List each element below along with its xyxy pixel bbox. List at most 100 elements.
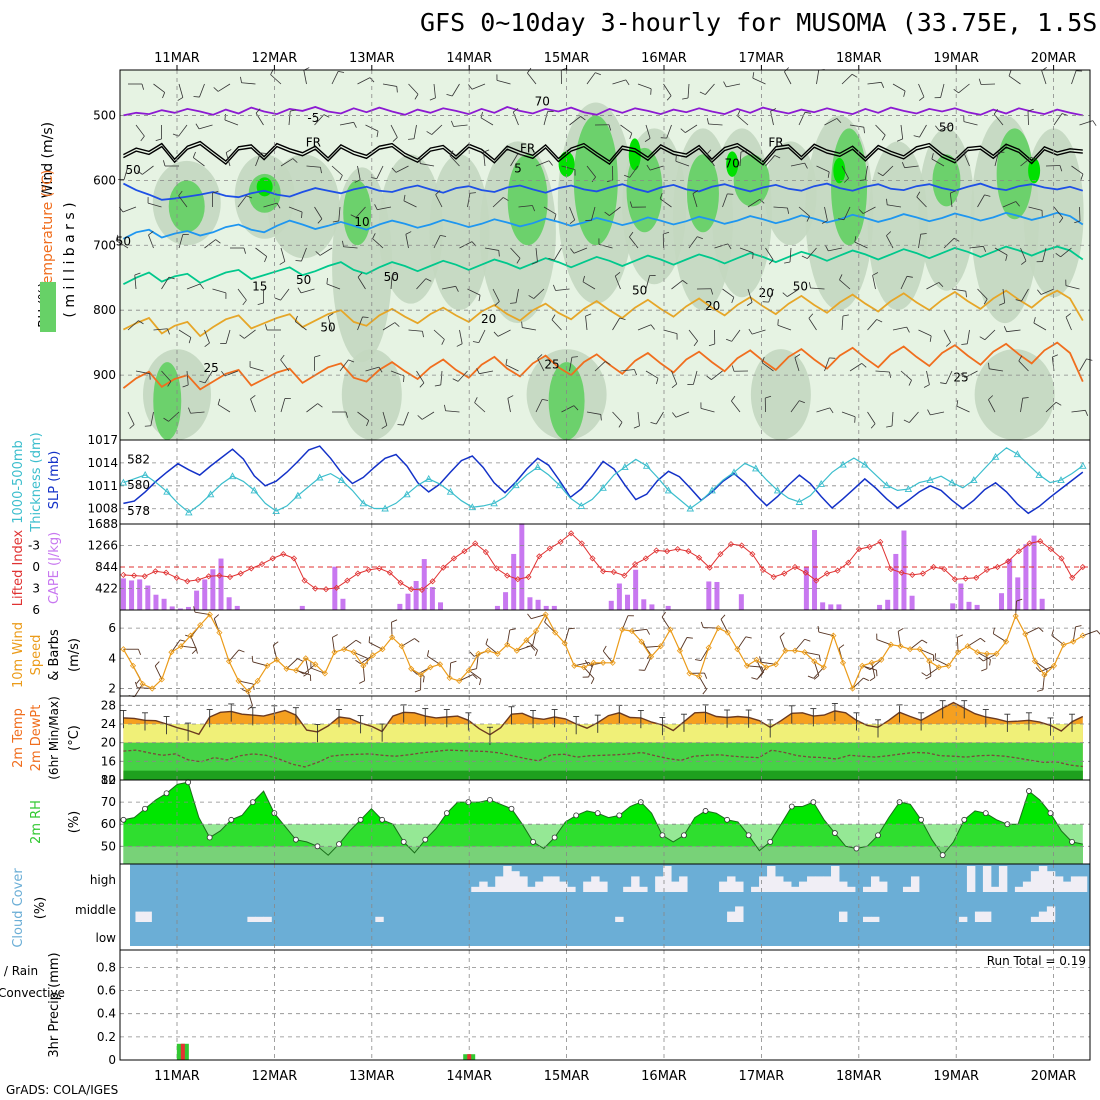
thickness-point	[228, 472, 237, 480]
cape-bar	[194, 590, 200, 610]
wind-barb	[620, 124, 633, 134]
rh-plume	[267, 154, 340, 259]
wind-barb-flag	[870, 423, 876, 429]
wind-barb-flag	[737, 110, 741, 116]
wind-barb	[457, 370, 468, 382]
wind-barb	[977, 288, 988, 300]
rh-moist-core	[686, 154, 719, 233]
wind-barb-flag	[886, 231, 892, 236]
wind-barb-flag	[682, 280, 688, 285]
wind-barb	[931, 158, 945, 167]
wind-barb-flag	[784, 261, 791, 264]
precip-tick-label: 0.8	[97, 960, 116, 974]
wind-barb	[115, 240, 129, 249]
cloud-bar	[910, 876, 920, 892]
thickness-point	[926, 476, 934, 484]
wind10-grid	[120, 610, 1090, 696]
rh2m-pale-band	[123, 846, 1083, 864]
wind-barb	[357, 77, 371, 85]
wind-barb-flag	[297, 287, 302, 294]
thickness-point	[948, 478, 956, 486]
wind-barb-flag	[706, 149, 712, 155]
wind-barb-flag	[838, 644, 845, 649]
wind-barb	[150, 411, 154, 426]
wind10-axis-label-4: (m/s)	[67, 638, 82, 672]
li-point	[248, 565, 255, 572]
wind10-point	[129, 662, 137, 669]
wind-barb-flag	[526, 645, 533, 648]
wind10-point	[993, 650, 1000, 657]
wind-barb	[122, 206, 137, 213]
wind-barb	[569, 357, 573, 372]
thickness-axis-label-2: Thickness (dm)	[29, 432, 44, 532]
rh2m-tick-label: 80	[101, 773, 116, 787]
wind-barb	[620, 369, 635, 372]
wind-barb	[1008, 75, 1021, 85]
wind-barb-flag	[897, 138, 903, 142]
wind-barb	[887, 204, 902, 208]
wind-barb-flag	[191, 649, 197, 654]
wind-barb	[841, 411, 856, 418]
wind-barb	[747, 288, 753, 303]
wind-barb	[864, 165, 868, 180]
wind-barb-flag	[680, 128, 686, 133]
wind-barb	[609, 206, 621, 216]
wind-barb-flag	[503, 197, 509, 201]
wind-barb-flag	[276, 202, 281, 209]
li-point	[525, 573, 532, 581]
wind10-point	[753, 656, 760, 663]
wind-barb-flag	[759, 199, 765, 204]
wind10-point	[916, 646, 923, 653]
li-point	[568, 530, 575, 537]
li-point	[855, 546, 863, 553]
cape-tick-label: 1688	[87, 517, 118, 531]
wind10-point	[849, 685, 856, 692]
wind-barb	[357, 276, 366, 290]
wind-barb-flag	[571, 356, 578, 358]
wind-barb-flag	[983, 246, 987, 252]
li-point	[1058, 555, 1065, 562]
wind-barb	[918, 329, 932, 337]
cape-bar	[803, 566, 809, 610]
wind10-point	[456, 677, 463, 684]
wind-barb	[555, 288, 570, 291]
wind-barb	[485, 643, 498, 655]
wind-barb-flag	[1015, 201, 1020, 207]
wind-barb	[731, 400, 741, 413]
wind-barb-flag	[517, 153, 524, 156]
wind-barb	[327, 316, 333, 331]
rh2m-point	[120, 816, 127, 823]
wind-barb	[390, 275, 393, 290]
wind-barb-flag	[178, 190, 183, 197]
wind-barb	[1028, 206, 1043, 211]
wind-barb	[994, 152, 999, 167]
rh2m-point	[681, 832, 687, 839]
wind-barb-flag	[906, 326, 910, 333]
wind-barb	[382, 411, 388, 426]
wind-barb-flag	[167, 328, 170, 335]
wind10-point	[600, 659, 607, 666]
wind-barb-flag	[989, 659, 991, 666]
wind-barb	[645, 370, 659, 379]
thickness-point	[773, 486, 782, 494]
wind-barb	[471, 83, 486, 90]
wind10-point	[820, 664, 827, 671]
wind-barb	[737, 636, 747, 650]
cloud-bar	[719, 881, 728, 892]
li-point	[216, 572, 223, 579]
wind-barb	[777, 324, 792, 331]
wind-barb-flag	[983, 298, 988, 305]
wind-barb-flag	[392, 137, 398, 142]
wind-barb-flag	[450, 660, 457, 664]
wind-barb	[698, 676, 707, 690]
date-label-bottom: 19MAR	[933, 1069, 979, 1084]
wind-barb	[153, 83, 165, 93]
thickness-tick-label: 582	[127, 452, 150, 466]
wind-barb	[427, 655, 441, 665]
cape-bar	[1023, 544, 1029, 610]
wind-barb-flag	[999, 302, 1005, 306]
wind-barb	[969, 245, 984, 249]
wind-barb	[711, 370, 723, 380]
wind-barb	[1025, 627, 1039, 635]
